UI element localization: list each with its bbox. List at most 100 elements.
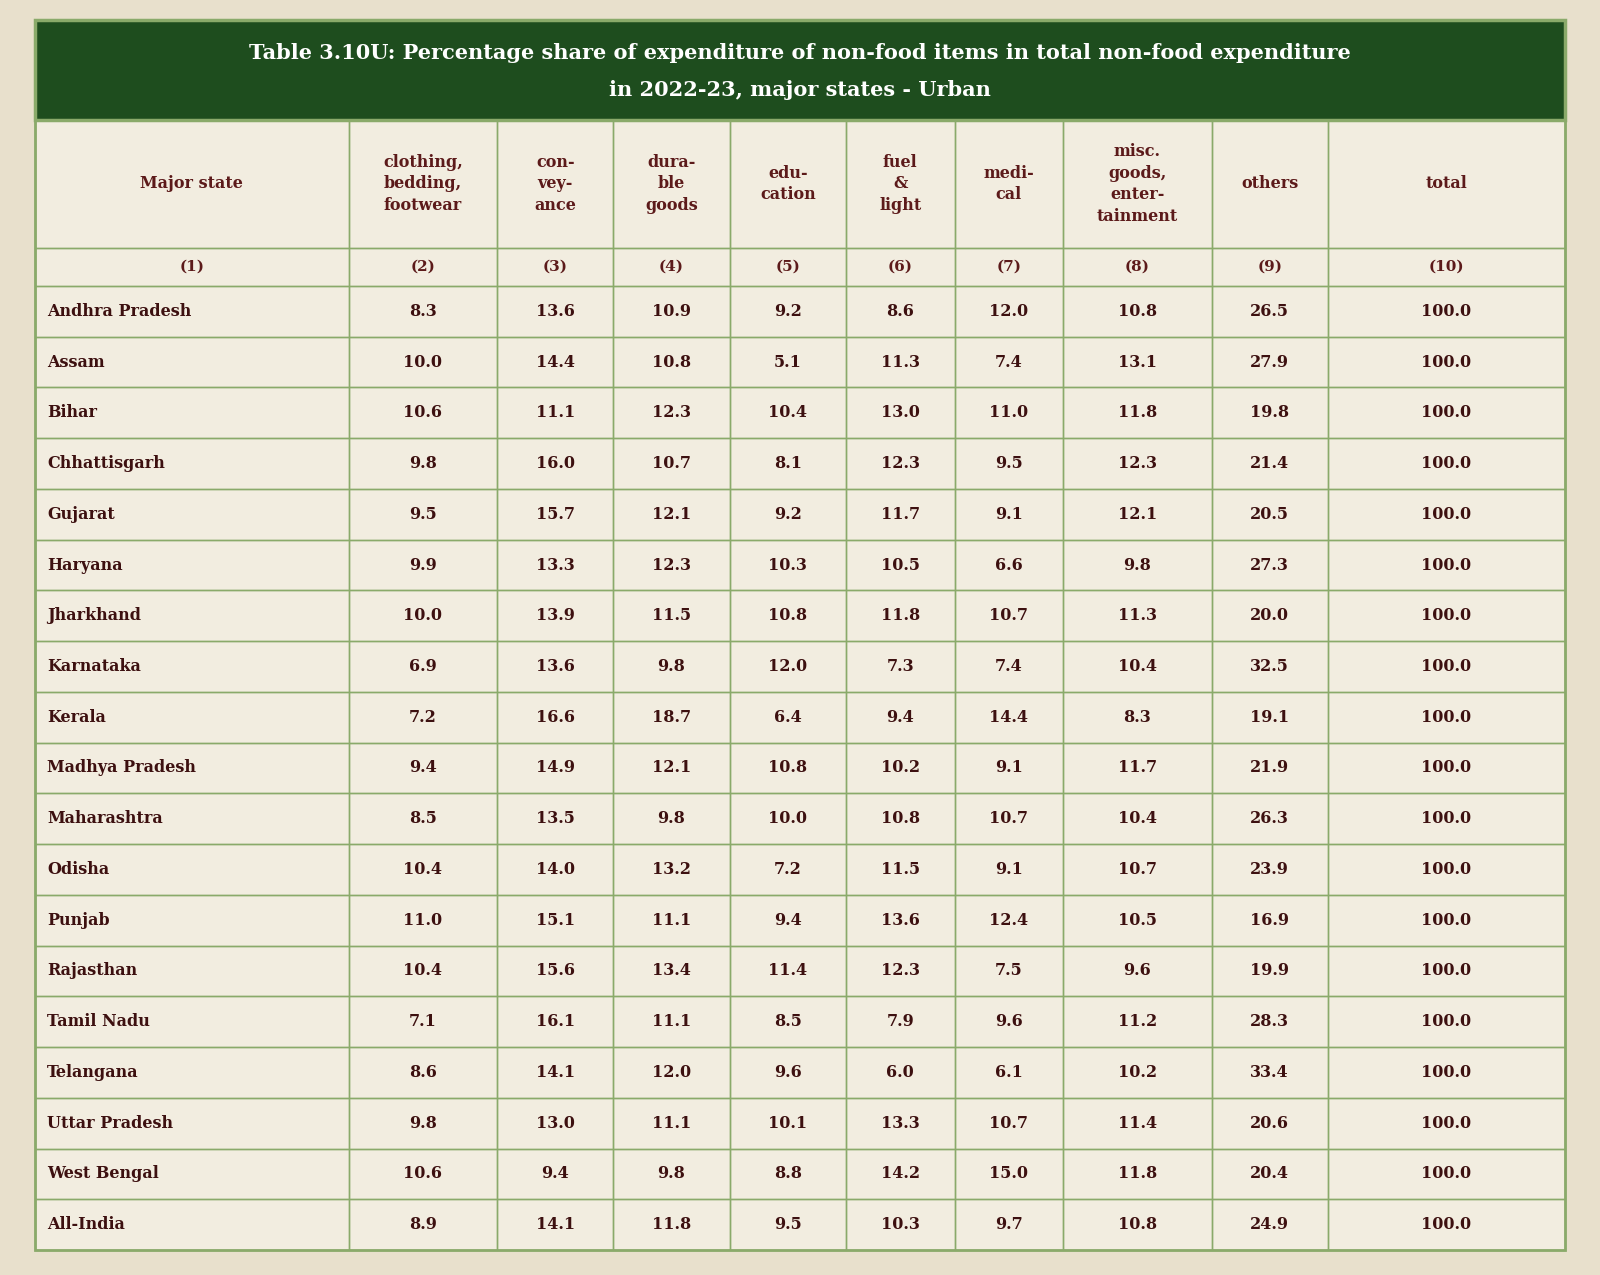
Text: 9.8: 9.8 — [410, 455, 437, 472]
Bar — [1328, 742, 1565, 793]
Text: 20.0: 20.0 — [1250, 607, 1290, 625]
Text: 11.0: 11.0 — [403, 912, 443, 928]
Bar — [1328, 793, 1565, 844]
Bar — [498, 439, 613, 488]
Text: 12.0: 12.0 — [989, 303, 1029, 320]
Text: fuel
&
light: fuel & light — [878, 154, 922, 214]
Text: 100.0: 100.0 — [1421, 404, 1472, 421]
Bar — [955, 439, 1062, 488]
Text: 9.8: 9.8 — [410, 1114, 437, 1132]
Bar — [1211, 692, 1328, 742]
Text: 12.4: 12.4 — [989, 912, 1029, 928]
Text: 28.3: 28.3 — [1250, 1014, 1290, 1030]
Text: 11.8: 11.8 — [1118, 1165, 1157, 1182]
Bar — [1062, 439, 1211, 488]
Text: 15.1: 15.1 — [536, 912, 574, 928]
Bar — [1062, 249, 1211, 286]
Text: (4): (4) — [659, 260, 683, 274]
Text: Haryana: Haryana — [46, 557, 123, 574]
Text: 11.1: 11.1 — [536, 404, 574, 421]
Bar — [1211, 120, 1328, 249]
Text: 100.0: 100.0 — [1421, 303, 1472, 320]
Bar — [35, 286, 349, 337]
Bar — [613, 895, 730, 946]
Text: 13.6: 13.6 — [536, 658, 574, 674]
Bar — [349, 439, 498, 488]
Bar — [35, 20, 1565, 120]
Text: 12.0: 12.0 — [651, 1063, 691, 1081]
Bar — [1062, 388, 1211, 439]
Bar — [35, 1200, 349, 1250]
Bar — [730, 337, 846, 388]
Bar — [846, 1047, 955, 1098]
Bar — [498, 996, 613, 1047]
Bar — [1328, 539, 1565, 590]
Bar — [35, 946, 349, 996]
Bar — [35, 742, 349, 793]
Bar — [613, 488, 730, 539]
Bar — [1211, 439, 1328, 488]
Text: 10.8: 10.8 — [768, 607, 808, 625]
Text: 14.0: 14.0 — [536, 861, 574, 878]
Text: 10.2: 10.2 — [1118, 1063, 1157, 1081]
Bar — [498, 1200, 613, 1250]
Bar — [730, 641, 846, 692]
Text: 21.9: 21.9 — [1250, 760, 1290, 776]
Bar — [498, 1149, 613, 1200]
Text: 9.4: 9.4 — [774, 912, 802, 928]
Bar — [35, 120, 1565, 1250]
Text: 8.6: 8.6 — [886, 303, 914, 320]
Bar — [35, 539, 349, 590]
Text: 100.0: 100.0 — [1421, 912, 1472, 928]
Text: 10.7: 10.7 — [1118, 861, 1157, 878]
Bar — [1328, 692, 1565, 742]
Bar — [1211, 337, 1328, 388]
Bar — [730, 590, 846, 641]
Text: 6.6: 6.6 — [995, 557, 1022, 574]
Text: 9.8: 9.8 — [658, 1165, 685, 1182]
Bar — [1328, 1149, 1565, 1200]
Bar — [955, 590, 1062, 641]
Bar — [955, 286, 1062, 337]
Text: 100.0: 100.0 — [1421, 1063, 1472, 1081]
Text: medi-
cal: medi- cal — [984, 164, 1034, 203]
Bar — [1328, 120, 1565, 249]
Text: 19.9: 19.9 — [1250, 963, 1290, 979]
Bar — [1062, 286, 1211, 337]
Text: 8.1: 8.1 — [774, 455, 802, 472]
Bar — [730, 120, 846, 249]
Bar — [498, 946, 613, 996]
Text: 12.1: 12.1 — [651, 760, 691, 776]
Bar — [846, 895, 955, 946]
Text: 16.6: 16.6 — [536, 709, 574, 725]
Bar — [1062, 120, 1211, 249]
Bar — [730, 844, 846, 895]
Bar — [498, 286, 613, 337]
Bar — [613, 120, 730, 249]
Bar — [349, 844, 498, 895]
Text: Kerala: Kerala — [46, 709, 106, 725]
Text: 100.0: 100.0 — [1421, 1216, 1472, 1233]
Text: (7): (7) — [997, 260, 1021, 274]
Text: 11.8: 11.8 — [880, 607, 920, 625]
Bar — [35, 388, 349, 439]
Bar — [1062, 590, 1211, 641]
Bar — [1211, 641, 1328, 692]
Text: 13.9: 13.9 — [536, 607, 574, 625]
Bar — [498, 120, 613, 249]
Text: 11.3: 11.3 — [880, 353, 920, 371]
Bar — [955, 1200, 1062, 1250]
Bar — [1211, 1047, 1328, 1098]
Text: (10): (10) — [1429, 260, 1464, 274]
Bar — [1211, 1149, 1328, 1200]
Bar — [846, 641, 955, 692]
Bar — [955, 488, 1062, 539]
Bar — [613, 539, 730, 590]
Text: 10.0: 10.0 — [768, 810, 808, 827]
Text: 11.4: 11.4 — [768, 963, 808, 979]
Bar — [846, 337, 955, 388]
Bar — [1211, 793, 1328, 844]
Bar — [1328, 895, 1565, 946]
Bar — [1211, 388, 1328, 439]
Text: Chhattisgarh: Chhattisgarh — [46, 455, 165, 472]
